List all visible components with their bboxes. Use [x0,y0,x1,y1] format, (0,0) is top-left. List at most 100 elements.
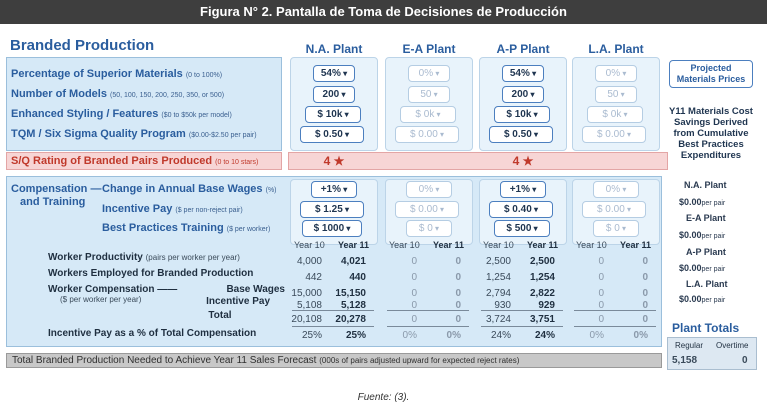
stat-productivity-na-y10: 4,000 [296,256,322,267]
tqm-select-la[interactable]: $ 0.00 [582,126,646,143]
sq-rating-bar [6,152,282,170]
stat-incentive-pct-ap-y10: 24% [490,330,511,341]
stat-employed-ea-y10: 0 [411,272,417,283]
superior-materials-select-na[interactable]: 54% [313,65,355,82]
sq-rating-na: 4 ★ [323,154,345,168]
stat-incentive-pct-ea-y11: 0% [446,330,461,341]
best-practices-select-na[interactable]: $ 1000 [302,220,362,237]
stat-base-wages-la-y11: 0 [642,288,648,299]
stat-incentive-na-y11: 5,128 [340,300,366,311]
superior-materials-select-ap[interactable]: 54% [502,65,544,82]
wage-change-select-ea[interactable]: 0% [406,181,452,198]
stat-productivity-na-y11: 4,021 [340,256,366,267]
incentive-pay-label: Incentive Pay ($ per non-reject pair) [102,203,243,215]
year10-header-ea: Year 10 [389,240,420,250]
stat-productivity-ap-y10: 2,500 [485,256,511,267]
incentive-pay-select-ap[interactable]: $ 0.40 [489,201,553,218]
employed-label: Workers Employed for Branded Production [48,268,254,279]
savings-plant-la: L.A. Plant [686,279,728,289]
stat-incentive-pct-la-y11: 0% [633,330,648,341]
stat-employed-ap-y10: 1,254 [485,272,511,283]
worker-comp-label: Worker Compensation —— [48,284,178,295]
overtime-value: 0 [742,355,748,366]
styling-select-la[interactable]: $ 0k [587,106,643,123]
stat-base-wages-na-y10: 15,000 [291,288,322,299]
incentive-pay-select-ea[interactable]: $ 0.00 [395,201,459,218]
productivity-label: Worker Productivity (pairs per worker pe… [48,252,240,263]
sq-rating-values-bar [288,152,668,170]
stat-incentive-la-y10: 0 [598,300,604,311]
stat-incentive-pct-ap-y11: 24% [534,330,555,341]
plant-header-na: N.A. Plant [305,42,363,56]
superior-materials-select-la[interactable]: 0% [595,65,637,82]
tqm-select-ea[interactable]: $ 0.00 [395,126,459,143]
incentive-pay-select-na[interactable]: $ 1.25 [300,201,364,218]
best-practices-select-ea[interactable]: $ 0 [406,220,452,237]
plant-totals-title: Plant Totals [672,321,740,335]
best-practices-select-la[interactable]: $ 0 [593,220,639,237]
stat-base-wages-ap-y11: 2,822 [529,288,555,299]
styling-select-na[interactable]: $ 10k [305,106,361,123]
models-select-la[interactable]: 50 [595,86,637,103]
figure-title: Figura N° 2. Pantalla de Toma de Decisio… [0,0,767,24]
best-practices-select-ap[interactable]: $ 500 [494,220,550,237]
savings-plant-ea: E-A Plant [686,213,726,223]
styling-select-ap[interactable]: $ 10k [494,106,550,123]
stat-productivity-ea-y11: 0 [455,256,461,267]
sum-rule [574,310,656,311]
stat-total-ea-y10: 0 [411,314,417,325]
star-icon: ★ [522,154,534,168]
stat-productivity-la-y11: 0 [642,256,648,267]
stat-total-ea-y11: 0 [455,314,461,325]
stat-total-la-y10: 0 [598,314,604,325]
sum-rule [574,326,656,327]
wage-change-select-na[interactable]: +1% [311,181,357,198]
sq-rating-label: S/Q Rating of Branded Pairs Produced (0 … [11,155,259,167]
stat-incentive-pct-ea-y10: 0% [402,330,417,341]
total-production-bar [6,353,662,368]
stat-incentive-ap-y10: 930 [494,300,511,311]
models-label: Number of Models (50, 100, 150, 200, 250… [11,88,225,100]
models-select-ea[interactable]: 50 [408,86,450,103]
stat-productivity-ap-y11: 2,500 [529,256,555,267]
sum-rule [481,326,563,327]
stat-base-wages-na-y11: 15,150 [335,288,366,299]
stat-incentive-pct-la-y10: 0% [589,330,604,341]
projected-materials-prices-button[interactable]: Projected Materials Prices [669,60,753,88]
stat-incentive-pct-na-y10: 25% [301,330,322,341]
sum-rule [292,310,374,311]
sum-rule [387,310,469,311]
tqm-select-ap[interactable]: $ 0.50 [489,126,553,143]
wage-change-select-la[interactable]: 0% [593,181,639,198]
stat-base-wages-ea-y10: 0 [411,288,417,299]
stat-incentive-ap-y11: 929 [538,300,555,311]
wage-change-select-ap[interactable]: +1% [500,181,546,198]
models-select-na[interactable]: 200 [313,86,355,103]
total-label: Total [208,310,232,321]
regular-label: Regular [675,341,704,350]
stat-total-na-y11: 20,278 [335,314,366,325]
models-select-ap[interactable]: 200 [502,86,544,103]
styling-label: Enhanced Styling / Features ($0 to $50k … [11,108,232,120]
savings-title: Y11 Materials Cost Savings Derived from … [669,106,753,161]
section-title: Branded Production [10,37,155,54]
superior-materials-select-ea[interactable]: 0% [408,65,450,82]
year11-header-na: Year 11 [338,240,370,250]
plant-totals-box [667,337,757,370]
styling-select-ea[interactable]: $ 0k [400,106,456,123]
stat-employed-la-y10: 0 [598,272,604,283]
training-label: and Training [20,196,86,208]
stat-employed-la-y11: 0 [642,272,648,283]
year11-header-ea: Year 11 [433,240,465,250]
incentive-stat-label: Incentive Pay [206,296,270,307]
tqm-select-na[interactable]: $ 0.50 [300,126,364,143]
wage-change-label: Change in Annual Base Wages (%) [102,183,277,195]
sum-rule [292,326,374,327]
savings-plant-ap: A-P Plant [686,247,726,257]
stat-base-wages-ea-y11: 0 [455,288,461,299]
tqm-label: TQM / Six Sigma Quality Program ($0.00-$… [11,128,257,140]
compensation-label: Compensation — [11,183,102,195]
incentive-pay-select-la[interactable]: $ 0.00 [582,201,646,218]
year11-header-ap: Year 11 [527,240,559,250]
stat-incentive-pct-na-y11: 25% [345,330,366,341]
